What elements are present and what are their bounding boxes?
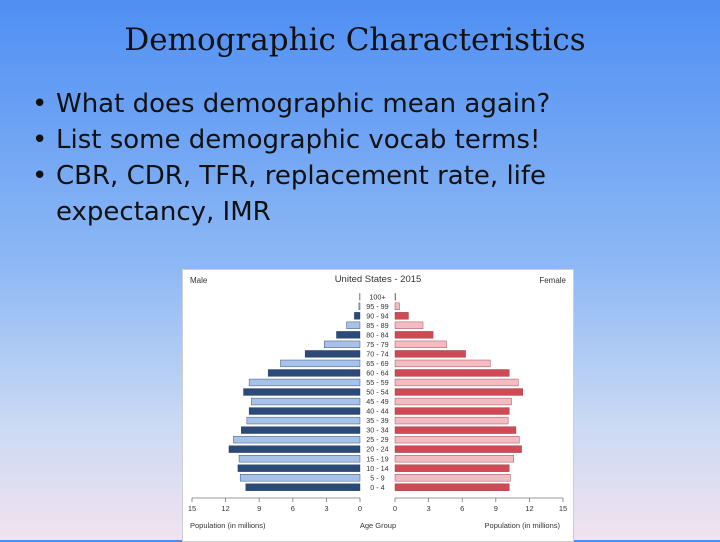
female-label: Female (539, 276, 566, 285)
female-bar (395, 370, 509, 377)
bullet-marker: • (32, 158, 56, 230)
age-group-tick: 30 - 34 (366, 426, 388, 435)
age-group-label: Age Group (360, 521, 396, 530)
female-tick-label: 15 (559, 504, 567, 513)
female-bar (395, 474, 510, 481)
male-tick-label: 3 (324, 504, 328, 513)
male-bar (359, 303, 360, 310)
population-pyramid-chart: Male United States - 2015 Female Populat… (182, 269, 574, 542)
male-bar (280, 360, 360, 367)
male-bar (240, 474, 360, 481)
bullet-text: List some demographic vocab terms! (56, 122, 712, 158)
male-bar (229, 446, 360, 453)
female-bar (395, 484, 509, 491)
male-bar (233, 436, 360, 443)
bullet-text: CBR, CDR, TFR, replacement rate, life ex… (56, 158, 712, 230)
bullet-list: • What does demographic mean again? • Li… (32, 86, 712, 230)
female-bar (395, 455, 514, 462)
male-bar (247, 417, 360, 424)
bullet-text: What does demographic mean again? (56, 86, 712, 122)
bullet-marker: • (32, 86, 56, 122)
female-bar (395, 341, 447, 348)
age-group-tick: 85 - 89 (366, 321, 388, 330)
female-bar (395, 389, 523, 396)
female-bar (395, 408, 509, 415)
male-tick-label: 12 (221, 504, 229, 513)
age-group-tick: 65 - 69 (366, 359, 388, 368)
age-group-tick: 25 - 29 (366, 435, 388, 444)
female-bar (395, 427, 516, 434)
female-tick-label: 0 (393, 504, 397, 513)
x-axis-label-left: Population (in millions) (190, 521, 266, 530)
male-bar (336, 331, 360, 338)
male-bar (246, 484, 360, 491)
bullet-item: • What does demographic mean again? (32, 86, 712, 122)
male-bar (244, 389, 360, 396)
female-bar (395, 417, 508, 424)
male-tick-label: 0 (358, 504, 362, 513)
bullet-marker: • (32, 122, 56, 158)
male-bar (241, 427, 360, 434)
age-group-tick: 45 - 49 (366, 397, 388, 406)
female-bar (395, 379, 518, 386)
x-axis-label-right: Population (in millions) (485, 521, 561, 530)
age-group-tick: 75 - 79 (366, 340, 388, 349)
male-bar (249, 379, 360, 386)
female-bar (395, 312, 408, 319)
male-bar (324, 341, 360, 348)
age-group-tick: 15 - 19 (366, 454, 388, 463)
female-bar (395, 465, 509, 472)
age-group-tick: 95 - 99 (366, 302, 388, 311)
age-group-tick: 60 - 64 (366, 369, 388, 378)
female-tick-label: 9 (494, 504, 498, 513)
age-group-tick: 70 - 74 (366, 350, 388, 359)
age-group-tick: 100+ (369, 292, 385, 301)
chart-title: United States - 2015 (335, 274, 422, 285)
age-group-tick: 50 - 54 (366, 388, 388, 397)
female-bar (395, 293, 396, 300)
age-group-tick: 0 - 4 (370, 483, 384, 492)
male-tick-label: 9 (257, 504, 261, 513)
age-group-tick: 40 - 44 (366, 407, 388, 416)
male-tick-label: 6 (291, 504, 295, 513)
age-group-tick: 55 - 59 (366, 378, 388, 387)
slide-title: Demographic Characteristics (0, 22, 710, 58)
male-bar (268, 370, 360, 377)
female-bar (395, 322, 423, 329)
female-bar (395, 446, 522, 453)
male-bar (354, 312, 360, 319)
female-bar (395, 303, 399, 310)
male-bar (347, 322, 360, 329)
age-group-tick: 90 - 94 (366, 311, 388, 320)
male-bar (249, 408, 360, 415)
female-bar (395, 350, 466, 357)
male-bar (238, 465, 360, 472)
female-bar (395, 398, 511, 405)
bullet-item: • CBR, CDR, TFR, replacement rate, life … (32, 158, 712, 230)
female-tick-label: 3 (427, 504, 431, 513)
age-group-tick: 5 - 9 (370, 473, 384, 482)
bullet-item: • List some demographic vocab terms! (32, 122, 712, 158)
male-bar (251, 398, 360, 405)
age-group-tick: 10 - 14 (366, 464, 388, 473)
female-bar (395, 436, 519, 443)
male-label: Male (190, 276, 208, 285)
age-group-tick: 20 - 24 (366, 445, 388, 454)
pyramid-svg: Male United States - 2015 Female Populat… (183, 270, 573, 541)
age-group-tick: 80 - 84 (366, 330, 388, 339)
female-bar (395, 360, 490, 367)
male-bar (239, 455, 360, 462)
age-group-tick: 35 - 39 (366, 416, 388, 425)
male-bar (305, 350, 360, 357)
female-bar (395, 331, 433, 338)
male-tick-label: 15 (188, 504, 196, 513)
female-tick-label: 6 (460, 504, 464, 513)
female-tick-label: 12 (525, 504, 533, 513)
